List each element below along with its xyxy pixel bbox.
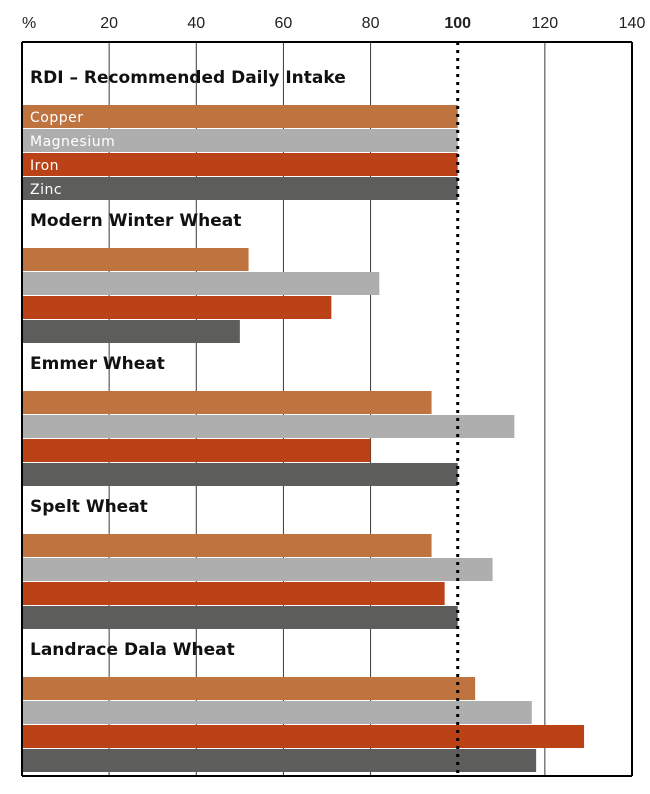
- bars-layer: Copper Magnesium Iron Zinc: [22, 105, 585, 772]
- group-titles: RDI – Recommended Daily Intake Modern Win…: [30, 68, 346, 660]
- bar-zinc-1: [22, 320, 240, 343]
- bar-zinc-2: [22, 463, 458, 486]
- legend-label-copper: Copper: [30, 110, 83, 126]
- group-title-1: Modern Winter Wheat: [30, 211, 241, 231]
- bar-magnesium-1: [22, 272, 380, 295]
- bar-zinc-4: [22, 749, 537, 772]
- x-tick-label-140: 140: [619, 15, 646, 32]
- bar-magnesium-3: [22, 558, 493, 581]
- x-tick-label-20: 20: [100, 15, 118, 32]
- group-title-2: Emmer Wheat: [30, 354, 165, 374]
- bar-iron-4: [22, 725, 585, 748]
- group-title-3: Spelt Wheat: [30, 497, 148, 517]
- bar-copper-3: [22, 534, 432, 557]
- group-title-4: Landrace Dala Wheat: [30, 640, 235, 660]
- bar-iron-0: [22, 153, 458, 176]
- bar-copper-0: [22, 105, 458, 128]
- group-title-0: RDI – Recommended Daily Intake: [30, 68, 346, 88]
- x-tick-label-80: 80: [362, 15, 380, 32]
- bar-copper-2: [22, 391, 432, 414]
- bar-copper-1: [22, 248, 249, 271]
- bar-iron-3: [22, 582, 445, 605]
- x-tick-label-120: 120: [532, 15, 559, 32]
- x-tick-label-100: 100: [444, 15, 471, 32]
- bar-zinc-3: [22, 606, 458, 629]
- legend-label-magnesium: Magnesium: [30, 134, 115, 150]
- bar-iron-2: [22, 439, 371, 462]
- unit-label: %: [22, 15, 36, 32]
- x-tick-label-40: 40: [187, 15, 205, 32]
- bar-iron-1: [22, 296, 332, 319]
- legend-label-iron: Iron: [30, 158, 59, 174]
- x-tick-label-60: 60: [275, 15, 293, 32]
- legend-label-zinc: Zinc: [30, 182, 62, 198]
- plot-frame: [21, 41, 633, 777]
- bar-zinc-0: [22, 177, 458, 200]
- bar-magnesium-4: [22, 701, 532, 724]
- bar-magnesium-0: [22, 129, 458, 152]
- tick-labels: 20 40 60 80 100 120 140: [100, 15, 645, 32]
- bar-magnesium-2: [22, 415, 515, 438]
- bar-copper-4: [22, 677, 476, 700]
